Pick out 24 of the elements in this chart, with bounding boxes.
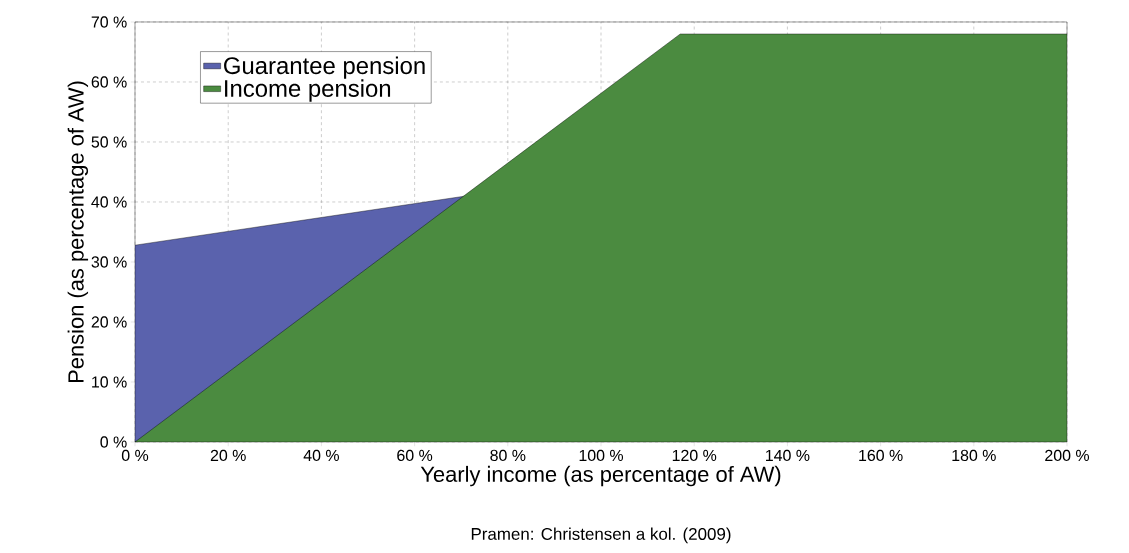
x-tick-label: 100 % (579, 449, 624, 462)
y-tick-label: 50 % (91, 136, 127, 148)
x-tick-label: 180 % (952, 449, 996, 462)
legend-label: Guarantee pension (224, 56, 425, 79)
y-tick-label: 60 % (91, 76, 127, 88)
y-axis-title: Pension (as percentage of AW) (67, 81, 89, 383)
y-tick-label: 20 % (91, 316, 127, 328)
x-tick-label: 160 % (859, 449, 903, 462)
text: Pramen: Christensen a kol. (2009) (471, 527, 731, 544)
legend-label: Income pension (225, 79, 391, 102)
x-tick-label: 60 % (397, 449, 433, 462)
x-tick-label: 120 % (672, 449, 717, 462)
x-tick-label: 140 % (766, 449, 810, 462)
y-tick-label: 10 % (92, 376, 127, 388)
y-tick-label: 30 % (91, 256, 127, 268)
x-tick-label: 0 % (121, 449, 149, 462)
x-tick-label: 40 % (303, 449, 339, 462)
x-axis-title: Yearly income (as percentage of AW) (420, 465, 781, 487)
y-tick-label: 0 % (100, 436, 127, 448)
y-tick-label: 40 % (91, 196, 127, 208)
x-tick-label: 20 % (210, 449, 246, 462)
x-tick-label: 80 % (490, 449, 526, 462)
x-tick-label: 200 % (1045, 449, 1090, 462)
y-tick-label: 70 % (91, 16, 127, 28)
